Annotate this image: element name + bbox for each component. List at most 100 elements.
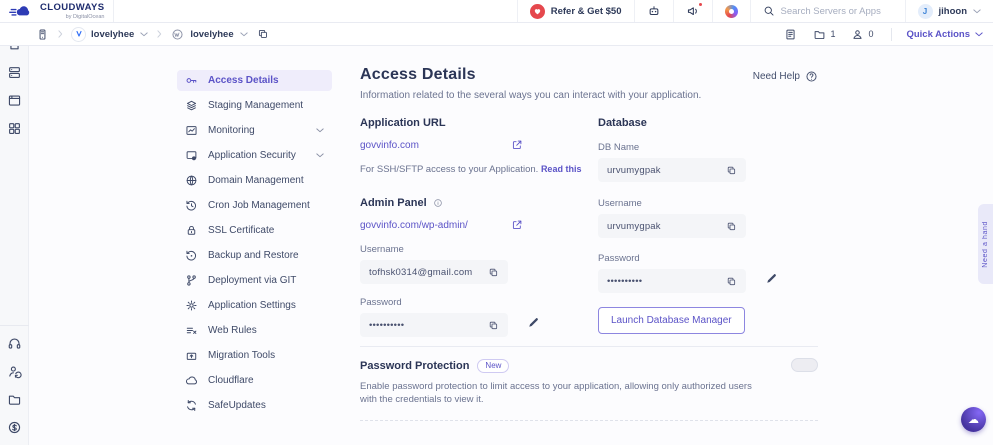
refer-label: Refer & Get $50 [550,5,622,17]
sidebar-item-monitoring[interactable]: Monitoring [177,120,332,141]
team-count[interactable]: 0 [851,28,873,41]
vultr-icon [72,27,85,41]
refer-button[interactable]: Refer & Get $50 [516,0,634,22]
sidebar-item-web-rules[interactable]: Web Rules [177,320,332,341]
megaphone-icon [686,2,703,18]
page-subtitle: Information related to the several ways … [360,90,702,101]
main-content: Access Details Need Help Information rel… [360,66,818,422]
db-name-field: urvumygpak [598,158,746,182]
list-x-icon [185,324,198,337]
wordpress-icon [171,28,184,41]
admin-password-label: Password [360,297,402,308]
server-selector[interactable]: lovelyhee [72,27,148,41]
sidebar-item-cron-job-management[interactable]: Cron Job Management [177,195,332,216]
password-protection-title: Password Protection [360,360,470,372]
chevron-down-icon [140,31,148,37]
sidebar-menu: Access Details Staging Management Monitori… [177,70,332,416]
copy-icon[interactable] [488,320,499,331]
search-input[interactable] [780,5,893,17]
divider [360,420,818,422]
sidebar-item-deployment-via-git[interactable]: Deployment via GIT [177,270,332,291]
application-url-link[interactable]: govvinfo.com [360,139,419,151]
sidebar-item-safeupdates[interactable]: SafeUpdates [177,395,332,416]
db-name-value: urvumygpak [607,164,661,176]
admin-panel-link[interactable]: govvinfo.com/wp-admin/ [360,219,468,231]
admin-username-field: tofhsk0314@gmail.com [360,260,508,284]
sync-icon [185,399,198,412]
chevron-right-icon [58,30,63,38]
folder-icon [813,28,826,41]
external-link-icon[interactable] [511,219,523,231]
top-header: CLOUDWAYS by DigitalOcean Refer & Get $5… [0,0,993,23]
admin-username-label: Username [360,244,404,255]
apps-icon[interactable] [7,93,22,108]
sidebar-item-ssl-certificate[interactable]: SSL Certificate [177,220,332,241]
user-menu[interactable]: J jihoon [904,0,993,22]
sidebar-item-migration-tools[interactable]: Migration Tools [177,345,332,366]
chevron-down-icon [239,31,248,37]
database-heading: Database [598,117,647,129]
projects-count[interactable]: 1 [813,28,835,41]
db-password-field: •••••••••• [598,269,746,293]
server-tower-icon[interactable] [36,28,49,41]
sidebar-item-application-security[interactable]: Application Security [177,145,332,166]
projects-icon[interactable] [7,121,22,136]
announcements-button[interactable] [672,0,712,22]
heart-icon [529,3,545,19]
sidebar-item-cloudflare[interactable]: Cloudflare [177,370,332,391]
app-selector[interactable]: lovelyhee [171,28,248,41]
database-column: Database DB Name urvumygpak Username urv… [598,117,818,337]
cloudways-color-button[interactable] [711,0,750,22]
app-name: lovelyhee [190,28,234,40]
brand-name: CLOUDWAYS [40,2,105,13]
quick-actions-button[interactable]: Quick Actions [906,29,983,40]
launch-database-manager-button[interactable]: Launch Database Manager [598,307,745,334]
duplicate-icon[interactable] [257,28,269,40]
sidebar-item-backup-and-restore[interactable]: Backup and Restore [177,245,332,266]
gear-icon [185,299,198,312]
affiliate-icon[interactable] [7,364,22,379]
need-a-hand-tab[interactable]: Need a hand [978,204,993,284]
pencil-icon[interactable] [765,272,778,285]
question-icon [805,70,818,83]
sidebar-item-application-settings[interactable]: Application Settings [177,295,332,316]
application-url-heading: Application URL [360,117,446,129]
sidebar-item-domain-management[interactable]: Domain Management [177,170,332,191]
password-protection-toggle[interactable] [791,358,818,372]
global-search[interactable] [749,0,905,22]
sidebar-item-access-details[interactable]: Access Details [177,70,332,91]
chart-icon [185,124,198,137]
chevron-down-icon [975,31,983,37]
copy-icon[interactable] [488,267,499,278]
copy-icon[interactable] [726,221,737,232]
avatar: J [917,3,933,19]
db-username-field: urvumygpak [598,214,746,238]
sidebar-item-staging-management[interactable]: Staging Management [177,95,332,116]
history-icon [185,249,198,262]
password-protection-description: Enable password protection to limit acce… [360,381,752,405]
files-icon[interactable] [7,392,22,407]
cloudways-color-icon [724,4,738,18]
external-link-icon[interactable] [511,139,523,151]
db-name-label: DB Name [598,142,640,153]
migrate-icon [185,349,198,362]
copy-icon[interactable] [726,276,737,287]
report-icon[interactable] [784,28,797,41]
read-this-link[interactable]: Read this [540,164,582,174]
copy-icon[interactable] [726,165,737,176]
page-title: Access Details [360,66,476,83]
assistant-button[interactable] [633,0,673,22]
servers-icon[interactable] [7,65,22,80]
lock-icon [185,224,198,237]
window-lock-icon [185,149,198,162]
billing-icon[interactable] [7,420,22,435]
cloudways-logo[interactable]: CLOUDWAYS by DigitalOcean [0,0,115,22]
info-icon[interactable] [433,198,443,208]
cloud-bot-icon[interactable]: ☁ [961,407,986,432]
need-help-link[interactable]: Need Help [753,70,818,83]
breadcrumb-actions: 1 0 Quick Actions [768,27,993,41]
pencil-icon[interactable] [527,316,540,329]
new-badge: New [477,359,510,373]
support-icon[interactable] [7,336,22,351]
